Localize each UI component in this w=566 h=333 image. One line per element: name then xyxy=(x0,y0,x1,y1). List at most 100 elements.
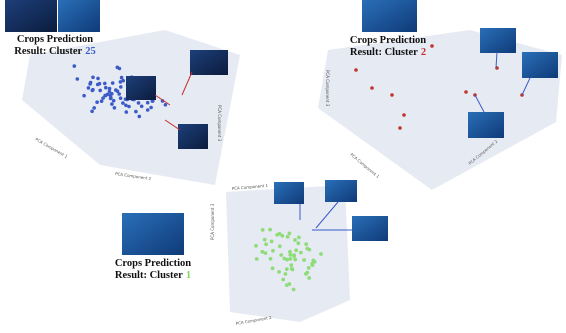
point xyxy=(307,276,312,280)
point xyxy=(118,80,123,84)
point xyxy=(136,101,141,105)
point xyxy=(299,250,303,255)
point xyxy=(281,277,286,282)
point xyxy=(110,102,114,106)
point xyxy=(269,239,274,244)
point xyxy=(254,243,258,248)
point xyxy=(260,249,265,254)
axis-label: PCA Component 3 xyxy=(217,105,222,142)
point xyxy=(90,109,94,114)
thumbnail xyxy=(274,182,304,204)
caption-prefix: Result: Cluster xyxy=(115,270,183,281)
point xyxy=(277,270,281,274)
thumbnail xyxy=(362,0,417,32)
point xyxy=(108,96,113,101)
point xyxy=(284,267,289,271)
point xyxy=(75,77,80,81)
thumbnail xyxy=(122,213,184,255)
connector xyxy=(181,71,193,96)
plot-plane xyxy=(226,185,350,322)
point xyxy=(149,105,153,110)
point xyxy=(115,65,120,70)
point xyxy=(294,248,299,253)
thumbnail xyxy=(325,180,357,202)
thumbnail xyxy=(178,124,208,149)
thumbnails xyxy=(5,0,558,255)
point xyxy=(284,283,289,287)
point xyxy=(271,248,275,253)
point xyxy=(288,253,293,257)
point xyxy=(119,75,124,80)
point xyxy=(91,87,95,92)
point xyxy=(119,85,123,89)
point xyxy=(124,110,129,114)
connector xyxy=(495,51,498,69)
point xyxy=(289,266,294,271)
point xyxy=(92,106,96,110)
thumbnail xyxy=(480,28,516,53)
caption-prefix: Result: Cluster xyxy=(350,47,418,58)
point xyxy=(354,68,358,72)
point xyxy=(107,89,112,94)
thumbnail xyxy=(190,50,228,75)
point xyxy=(127,104,131,109)
cluster-id: 25 xyxy=(85,46,96,57)
point xyxy=(288,249,292,254)
point xyxy=(254,257,259,261)
connector xyxy=(154,94,171,106)
point xyxy=(297,235,301,240)
point xyxy=(283,272,288,276)
point xyxy=(430,44,434,48)
point xyxy=(279,253,284,257)
point xyxy=(302,258,306,262)
cluster-id: 2 xyxy=(421,47,426,58)
point xyxy=(118,96,123,100)
point xyxy=(104,85,108,90)
plot-plane xyxy=(318,30,562,190)
axis-label: PCA Component 2 xyxy=(115,171,152,181)
point xyxy=(305,270,310,275)
thumbnail xyxy=(5,0,57,32)
caption-result: Result: Cluster 2 xyxy=(350,47,426,58)
caption-title: Crops Prediction xyxy=(350,35,426,46)
point xyxy=(260,228,265,232)
point xyxy=(86,86,91,90)
point xyxy=(91,75,95,80)
point xyxy=(72,64,77,68)
axis-label: PCA Component 2 xyxy=(235,315,272,326)
point xyxy=(137,114,142,119)
point xyxy=(82,93,86,98)
point xyxy=(268,227,272,232)
point xyxy=(292,253,296,258)
point xyxy=(398,126,402,130)
point xyxy=(277,244,282,249)
caption-result: Result: Cluster 25 xyxy=(14,46,95,57)
axis-label: PCA Component 1 xyxy=(232,183,269,191)
point xyxy=(289,263,294,267)
point xyxy=(464,90,468,94)
point xyxy=(275,232,280,237)
point xyxy=(163,103,168,107)
point xyxy=(134,109,138,114)
point xyxy=(402,113,406,117)
axis-label: PCA Component 3 xyxy=(325,70,330,107)
point xyxy=(111,98,116,103)
caption-prefix: Result: Cluster xyxy=(14,46,82,57)
point xyxy=(114,88,118,92)
point xyxy=(88,82,92,86)
point xyxy=(293,238,297,242)
point xyxy=(291,287,296,292)
point xyxy=(370,86,374,90)
point xyxy=(145,100,150,105)
point xyxy=(110,81,115,85)
connector xyxy=(164,119,181,131)
thumbnail xyxy=(58,0,100,32)
connector xyxy=(474,94,485,113)
point xyxy=(312,259,317,264)
thumbnail xyxy=(126,76,156,100)
point xyxy=(268,256,273,261)
connectors xyxy=(154,51,531,231)
point xyxy=(293,257,298,262)
